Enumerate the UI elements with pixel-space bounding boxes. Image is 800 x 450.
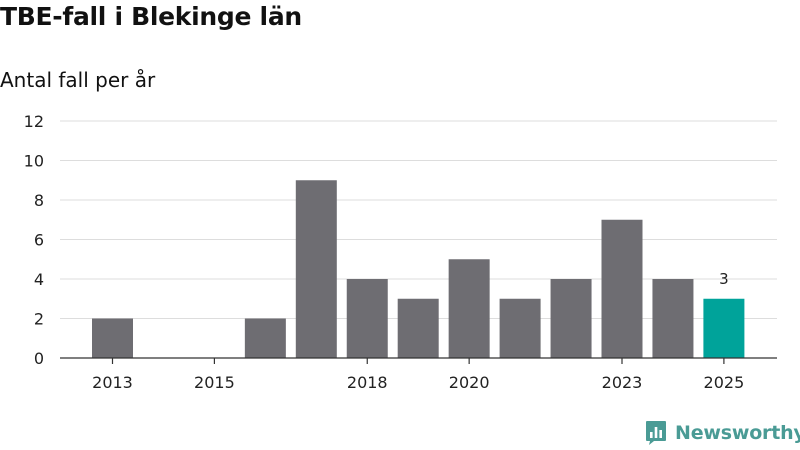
x-tick-label: 2013 <box>92 373 133 392</box>
bar-2016 <box>244 318 286 358</box>
bar-2018 <box>346 279 388 358</box>
newsworthy-logo-icon <box>646 421 666 445</box>
bar-2019 <box>397 298 439 358</box>
x-tick-label: 2025 <box>704 373 745 392</box>
y-tick-label: 4 <box>34 270 44 289</box>
y-tick-label: 2 <box>34 310 44 329</box>
bar-2022 <box>550 279 592 358</box>
data-labels: 3 <box>719 270 729 288</box>
data-label: 3 <box>719 270 729 288</box>
y-tick-label: 10 <box>24 152 44 171</box>
y-axis-ticks: 0 2 4 6 8 10 12 <box>24 112 44 368</box>
y-tick-label: 6 <box>34 231 44 250</box>
bar-2025 <box>703 298 745 358</box>
chart-title: TBE-fall i Blekinge län <box>0 2 302 31</box>
y-tick-label: 8 <box>34 191 44 210</box>
x-tick-label: 2023 <box>602 373 643 392</box>
x-axis: 2013 2015 2018 2020 2023 2025 <box>60 357 777 392</box>
x-tick-label: 2015 <box>194 373 235 392</box>
bar-2021 <box>499 298 541 358</box>
y-tick-label: 12 <box>24 112 44 131</box>
y-tick-label: 0 <box>34 349 44 368</box>
x-tick-label: 2020 <box>449 373 490 392</box>
bar-2023 <box>601 219 643 358</box>
bars <box>92 180 745 358</box>
brand-logo: Newsworthy <box>645 420 800 446</box>
chart-subtitle: Antal fall per år <box>0 68 156 92</box>
x-tick-label: 2018 <box>347 373 388 392</box>
brand-name: Newsworthy <box>675 422 800 444</box>
bar-2024 <box>652 279 694 358</box>
bar-2020 <box>448 259 490 358</box>
bar-2013 <box>92 318 133 358</box>
bar-2017 <box>295 180 337 358</box>
